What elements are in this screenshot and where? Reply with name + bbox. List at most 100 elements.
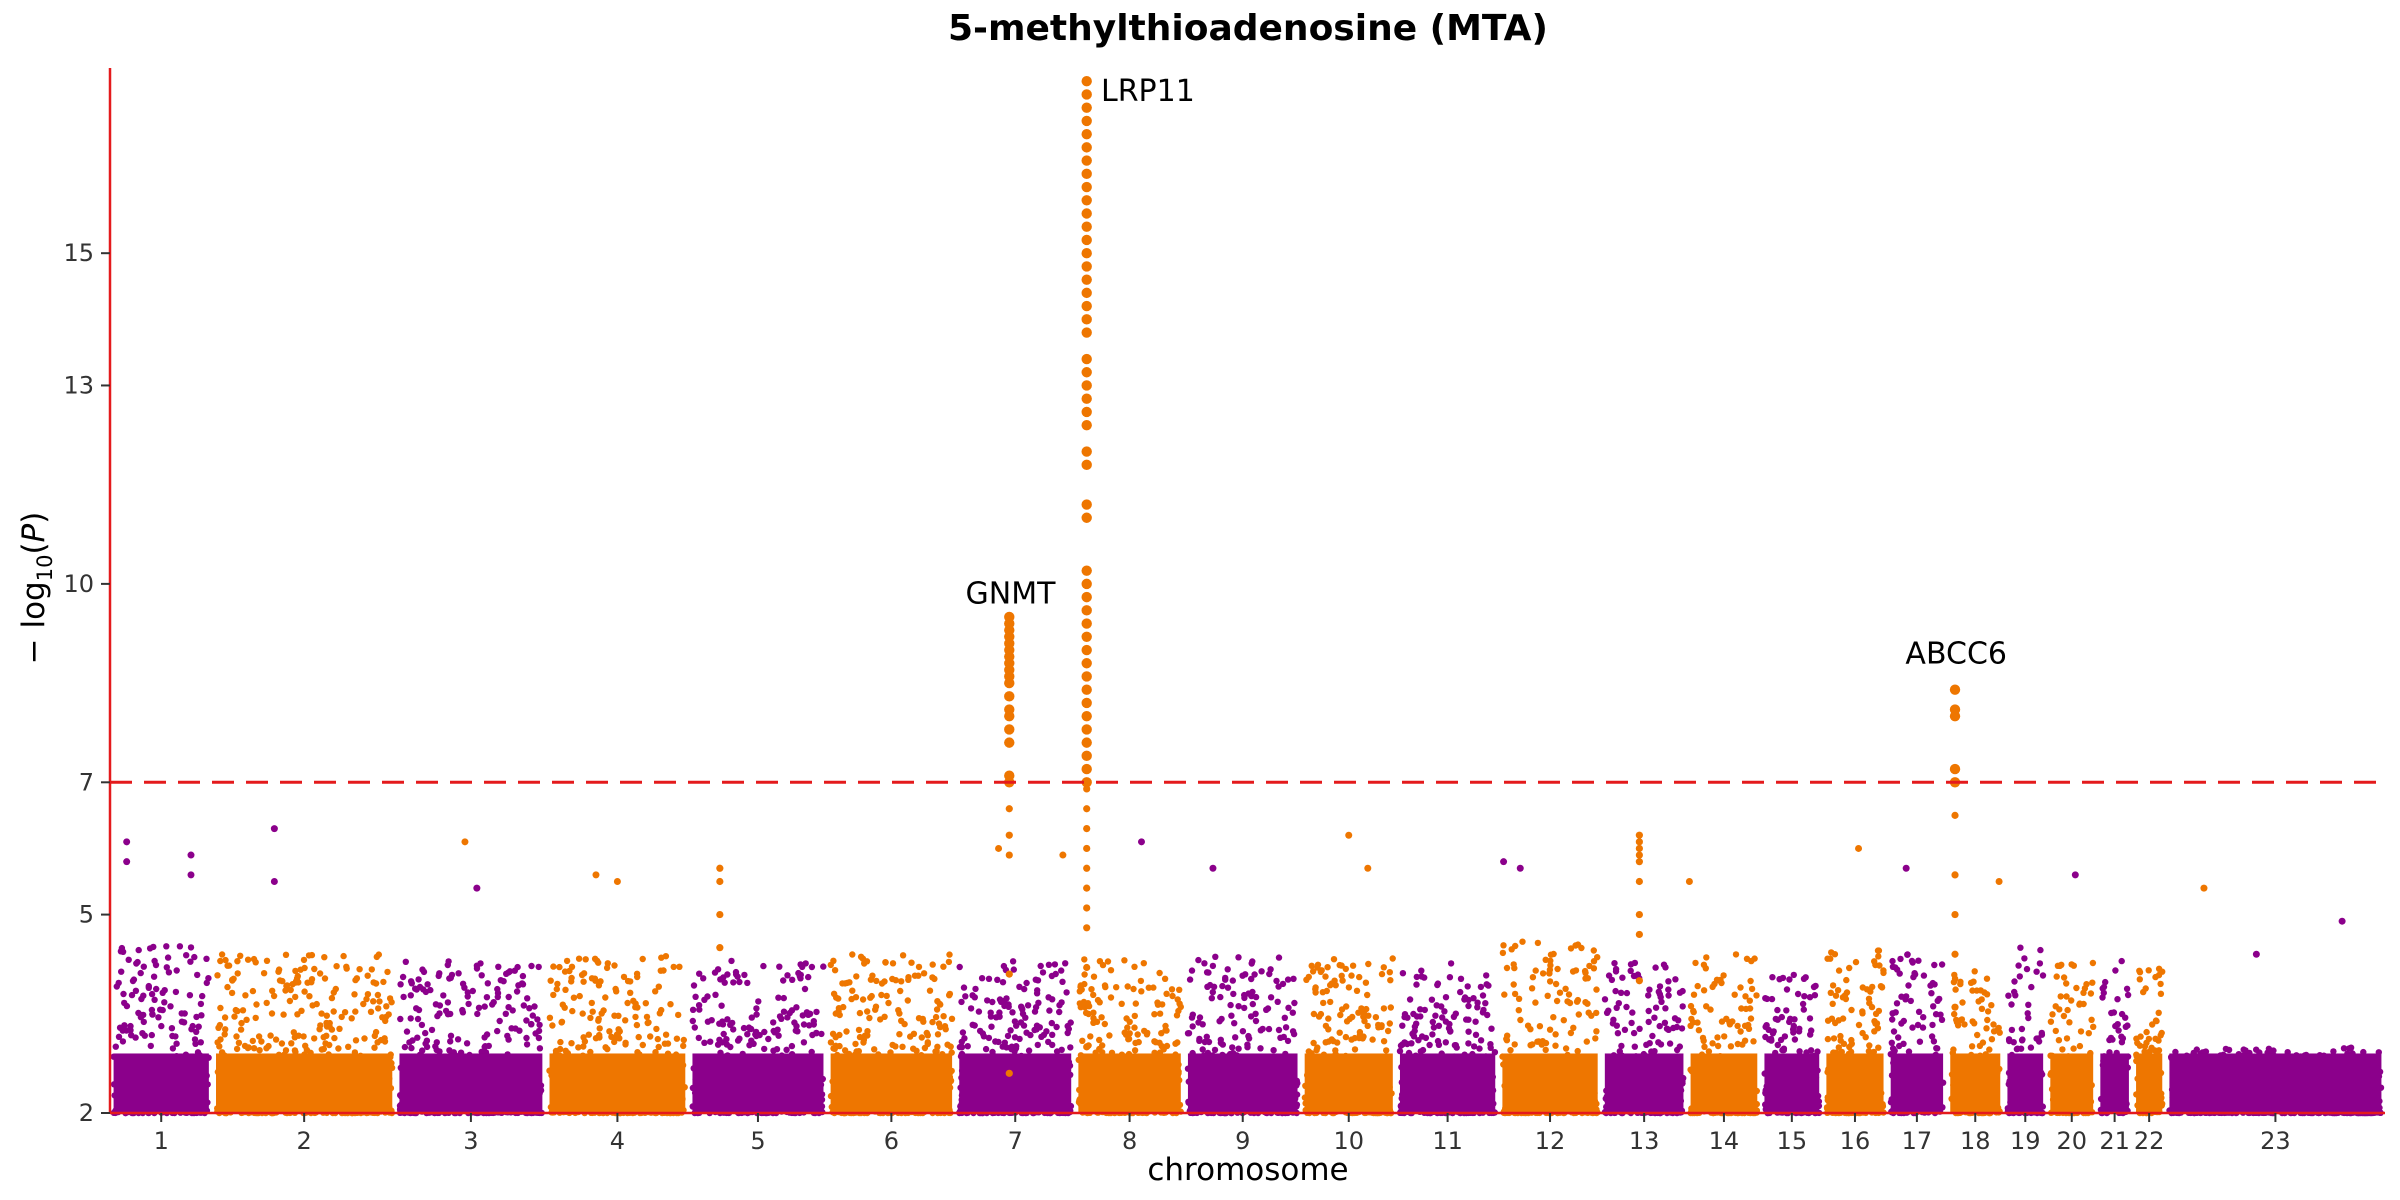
- point: [1470, 995, 1477, 1002]
- point: [1703, 1003, 1710, 1010]
- point: [658, 954, 665, 961]
- point: [528, 1020, 535, 1028]
- point: [1747, 1015, 1755, 1022]
- point: [934, 1031, 942, 1038]
- point: [203, 979, 210, 987]
- point: [502, 1010, 509, 1017]
- point: [604, 1045, 611, 1053]
- point: [652, 988, 659, 995]
- point: [901, 1020, 908, 1028]
- point: [1320, 999, 1327, 1007]
- point: [483, 1031, 491, 1038]
- point: [529, 1012, 536, 1019]
- point: [1289, 1028, 1297, 1035]
- point: [690, 982, 698, 989]
- point: [1665, 978, 1672, 985]
- point: [536, 1021, 543, 1029]
- point: [401, 1043, 409, 1051]
- point: [469, 987, 476, 995]
- point: [534, 1016, 541, 1023]
- point: [864, 1008, 871, 1015]
- point: [400, 993, 407, 1001]
- point: [316, 970, 324, 977]
- point: [164, 954, 172, 961]
- point: [1265, 1025, 1273, 1033]
- point: [1461, 996, 1468, 1003]
- point: [1308, 962, 1315, 969]
- point: [407, 992, 414, 999]
- point: [447, 1010, 454, 1018]
- chromosome-7-base-band: [959, 1053, 1072, 1113]
- point: [846, 979, 853, 986]
- point: [1023, 1029, 1030, 1036]
- point: [1324, 964, 1331, 971]
- point: [1692, 959, 1699, 967]
- point: [1550, 1014, 1557, 1021]
- point: [1554, 965, 1561, 973]
- point: [1511, 1041, 1518, 1048]
- point: [992, 1038, 999, 1045]
- point: [1646, 986, 1653, 993]
- point: [409, 1037, 416, 1044]
- point: [1439, 1014, 1446, 1021]
- point: [1121, 957, 1128, 964]
- point: [1010, 966, 1017, 973]
- point: [1003, 995, 1010, 1002]
- point: [1434, 981, 1441, 989]
- point: [883, 992, 890, 1000]
- point: [528, 962, 535, 970]
- point: [382, 1013, 390, 1021]
- point: [1034, 1041, 1042, 1049]
- point: [1009, 958, 1017, 965]
- point: [1131, 1047, 1139, 1054]
- point: [615, 1026, 622, 1033]
- point: [1156, 1039, 1163, 1047]
- point: [627, 978, 634, 985]
- point: [1227, 1001, 1234, 1009]
- point: [483, 994, 491, 1001]
- point: [1464, 983, 1471, 990]
- point: [415, 976, 422, 983]
- point: [946, 990, 954, 998]
- point: [1623, 989, 1631, 997]
- point: [849, 951, 856, 958]
- point: [1542, 1046, 1549, 1054]
- point: [1372, 1014, 1380, 1021]
- point: [1124, 983, 1131, 990]
- point: [840, 1003, 847, 1011]
- point: [428, 1026, 436, 1034]
- point: [1746, 997, 1754, 1004]
- point: [773, 1046, 781, 1053]
- point: [278, 1040, 286, 1047]
- point: [1415, 1037, 1422, 1044]
- point: [1058, 999, 1065, 1006]
- point: [520, 1002, 527, 1009]
- point: [1648, 1048, 1655, 1055]
- point: [353, 975, 361, 982]
- point: [580, 1043, 587, 1050]
- point: [1383, 1047, 1390, 1054]
- point: [712, 991, 719, 998]
- point: [576, 992, 583, 1000]
- point: [1162, 1022, 1169, 1030]
- point: [436, 1002, 444, 1009]
- point: [569, 1007, 576, 1015]
- point: [692, 993, 699, 1000]
- point: [591, 955, 599, 962]
- point: [1188, 967, 1196, 974]
- point: [407, 1015, 414, 1022]
- point: [1049, 1041, 1056, 1049]
- point: [958, 998, 965, 1006]
- point: [1474, 999, 1481, 1006]
- point: [546, 1014, 554, 1021]
- point: [1723, 1015, 1730, 1022]
- point: [831, 967, 839, 974]
- point: [1479, 992, 1487, 999]
- point: [933, 1006, 941, 1013]
- point: [224, 983, 231, 991]
- point: [622, 1017, 629, 1024]
- point: [1703, 954, 1710, 961]
- point: [985, 1034, 993, 1042]
- point: [367, 1008, 375, 1015]
- point: [1064, 1029, 1071, 1037]
